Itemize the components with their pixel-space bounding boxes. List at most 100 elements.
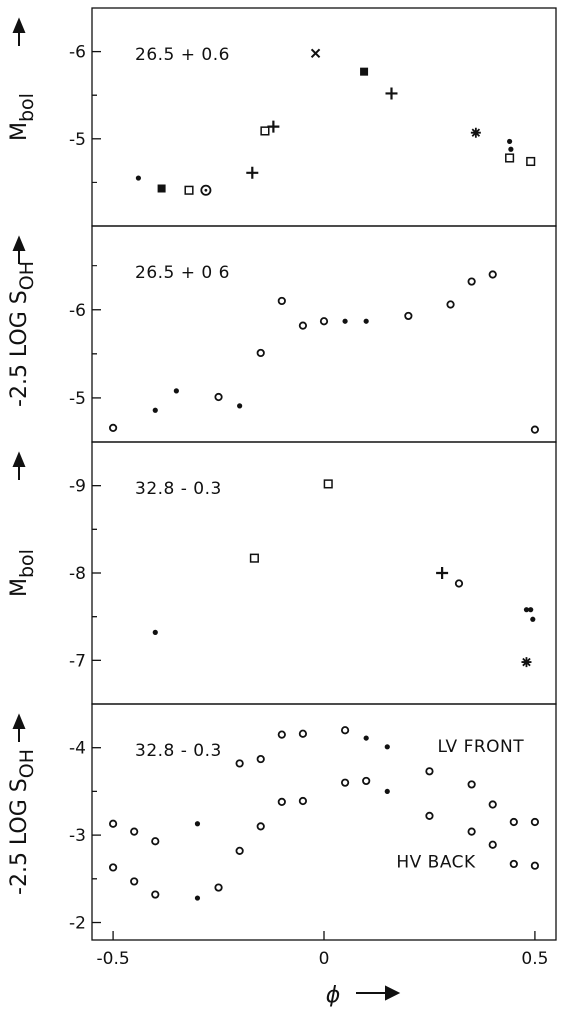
- y-tick-label: -3: [69, 826, 86, 846]
- data-point-open-circle: [530, 861, 540, 870]
- y-axis-title-subscript: OH: [16, 261, 38, 290]
- data-point-open-circle: [340, 778, 350, 787]
- y-tick-label: -8: [69, 564, 86, 584]
- x-tick-label: -0.5: [97, 949, 130, 969]
- data-point-open-circle: [108, 423, 118, 432]
- data-point-dot: [384, 744, 390, 750]
- data-point-open-circle: [151, 837, 160, 846]
- data-point-dot: [508, 146, 514, 152]
- data-point-open-circle: [214, 883, 223, 892]
- data-point-open-square: [260, 126, 270, 136]
- data-point-open-circle: [277, 296, 286, 306]
- data-point-open-circle: [467, 827, 476, 836]
- data-point-open-circle: [277, 797, 286, 806]
- x-axis-title: ϕ: [326, 983, 341, 1008]
- y-axis-title: Mbol: [7, 549, 38, 597]
- data-point-open-circle: [108, 819, 118, 828]
- data-point-dot: [530, 616, 536, 622]
- data-point-open-circle: [298, 729, 308, 738]
- data-point-open-square: [323, 479, 333, 489]
- y-axis-title-subscript: bol: [16, 93, 38, 122]
- data-point-cross: [310, 48, 321, 59]
- y-tick-label: -9: [69, 477, 86, 497]
- panel-frames: [91, 7, 557, 941]
- y-tick-label: -5: [69, 389, 86, 409]
- data-point-open-circle: [277, 730, 286, 739]
- panel-label: 32.8 - 0.3: [135, 741, 222, 761]
- data-point-open-circle: [488, 840, 497, 849]
- data-point-dot: [342, 318, 348, 324]
- data-point-dot: [384, 788, 390, 795]
- y-axis-arrow: [12, 451, 26, 480]
- data-point-open-circle: [530, 425, 540, 434]
- data-point-dot: [152, 629, 158, 635]
- data-point-plus: [267, 120, 280, 133]
- data-point-open-circle: [256, 348, 265, 358]
- data-point-dot: [194, 895, 201, 901]
- y-axis-title: -2.5 LOG SOH: [7, 261, 38, 407]
- y-tick-label: -6: [69, 43, 86, 63]
- y-axis-title-main: M: [7, 578, 32, 597]
- data-point-dot: [173, 388, 179, 394]
- data-point-open-circle: [214, 392, 223, 402]
- data-marks: [108, 48, 540, 901]
- data-point-plus: [436, 567, 449, 579]
- data-point-open-circle: [130, 827, 139, 836]
- data-point-dot: [523, 607, 530, 613]
- data-point-open-circle: [298, 321, 308, 330]
- data-point-open-circle: [235, 846, 244, 855]
- data-point-dot: [194, 821, 201, 827]
- data-point-dot: [363, 735, 369, 741]
- data-point-dot: [363, 318, 369, 324]
- data-point-open-circle: [425, 767, 434, 776]
- panel-frame-2: [91, 225, 557, 443]
- y-tick-label: -2: [69, 914, 86, 934]
- data-point-open-circle: [530, 817, 540, 827]
- y-axis-title: Mbol: [7, 93, 38, 141]
- data-point-open-square: [249, 553, 259, 563]
- data-point-open-circle: [509, 817, 518, 827]
- data-point-open-circle: [235, 759, 244, 768]
- data-point-dot: [152, 407, 158, 413]
- data-point-open-square: [184, 185, 194, 195]
- data-point-open-circle: [488, 800, 497, 809]
- data-point-open-square: [505, 153, 515, 163]
- data-point-open-circle: [467, 277, 476, 286]
- data-point-open-circle: [509, 859, 518, 869]
- series-annotation: LV FRONT: [437, 737, 524, 757]
- series-annotation: HV BACK: [396, 852, 476, 872]
- panel-label: 32.8 - 0.3: [135, 479, 222, 499]
- data-point-asterisk: [521, 657, 532, 668]
- data-point-dot: [135, 175, 141, 181]
- data-point-open-circle: [298, 796, 308, 806]
- x-tick-label: 0.5: [521, 949, 548, 969]
- y-axis-title-main: M: [7, 122, 32, 141]
- y-tick-label: -4: [69, 739, 86, 759]
- data-point-plus: [246, 166, 259, 179]
- y-axis-title-subscript: OH: [16, 749, 38, 778]
- data-point-open-circle: [404, 311, 413, 321]
- data-point-dot: [237, 403, 243, 409]
- data-point-dot: [528, 607, 534, 613]
- data-point-open-circle: [362, 776, 371, 786]
- panel-frame-1: [91, 7, 557, 227]
- panel-label: 26.5 + 0.6: [135, 45, 230, 65]
- text-labels: -5 -6 26.5 + 0.6 Mbol -5 -6 26.5 + 0 6 -2.5 LOG…: [7, 17, 548, 1008]
- data-point-open-circle: [446, 300, 455, 309]
- data-point-open-circle: [340, 726, 350, 735]
- data-point-open-circle: [454, 579, 464, 588]
- x-axis-arrow: [356, 985, 401, 1001]
- data-point-open-circle: [488, 270, 497, 279]
- y-tick-label: -6: [69, 301, 86, 321]
- data-point-plus: [385, 87, 398, 100]
- y-tick-label: -5: [69, 130, 86, 150]
- y-axis-arrow: [12, 235, 26, 264]
- panel-label: 26.5 + 0 6: [135, 263, 230, 283]
- y-axis-title: -2.5 LOG SOH: [7, 749, 38, 895]
- data-point-filled-square: [360, 67, 369, 76]
- data-point-open-circle: [130, 877, 139, 886]
- data-point-open-circle: [151, 890, 160, 899]
- data-point-open-circle: [425, 811, 434, 820]
- data-point-asterisk: [470, 127, 481, 138]
